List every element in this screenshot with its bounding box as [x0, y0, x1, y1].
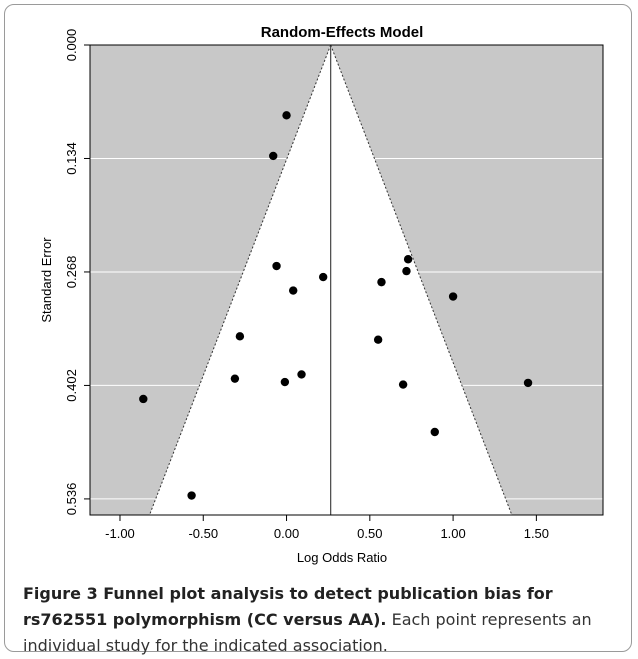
- study-point: [373, 335, 383, 344]
- study-point: [235, 332, 245, 341]
- study-point: [448, 292, 458, 301]
- figure-caption: Figure 3 Funnel plot analysis to detect …: [23, 581, 629, 659]
- study-point: [139, 394, 148, 404]
- x-tick-label: 1.00: [440, 526, 465, 541]
- study-point: [523, 378, 533, 388]
- study-point: [430, 427, 439, 437]
- study-point: [230, 374, 240, 383]
- study-point: [282, 111, 291, 120]
- chart-title: Random-Effects Model: [261, 24, 424, 41]
- plot-border: [89, 44, 604, 516]
- study-point: [289, 286, 298, 295]
- x-tick-label: 0.50: [357, 526, 382, 541]
- y-tick-label: 0.536: [64, 483, 79, 516]
- study-point: [269, 151, 278, 161]
- y-tick-label: 0.268: [64, 256, 79, 289]
- y-tick-label: 0.402: [64, 369, 79, 402]
- y-axis-label: Standard Error: [39, 237, 54, 323]
- figure-frame: -1.00 -0.50 0.00 0.50 1.00 1.50 0.000 0.134 0.26…: [4, 4, 632, 655]
- x-tick-label: 1.50: [524, 526, 549, 541]
- x-tick-label: -1.00: [105, 526, 135, 541]
- study-point: [377, 277, 386, 287]
- y-tick-label: 0.000: [64, 29, 79, 62]
- study-point: [272, 261, 281, 271]
- study-point: [297, 370, 306, 379]
- y-tick-label: 0.134: [64, 142, 79, 175]
- study-point: [318, 272, 328, 282]
- caption-text: Each point represents an individual stud…: [23, 610, 592, 655]
- caption-title: Figure 3 Funnel plot analysis to detect …: [23, 584, 553, 629]
- x-tick-label: -0.50: [188, 526, 218, 541]
- study-point: [187, 491, 196, 500]
- x-axis-label: Log Odds Ratio: [297, 550, 387, 565]
- study-point: [398, 380, 408, 389]
- study-point: [402, 266, 411, 276]
- x-tick-label: 0.00: [274, 526, 299, 541]
- study-point: [403, 255, 413, 264]
- study-point: [280, 377, 290, 387]
- funnel-plot: -1.00 -0.50 0.00 0.50 1.00 1.50 0.000 0.134 0.26…: [39, 24, 604, 565]
